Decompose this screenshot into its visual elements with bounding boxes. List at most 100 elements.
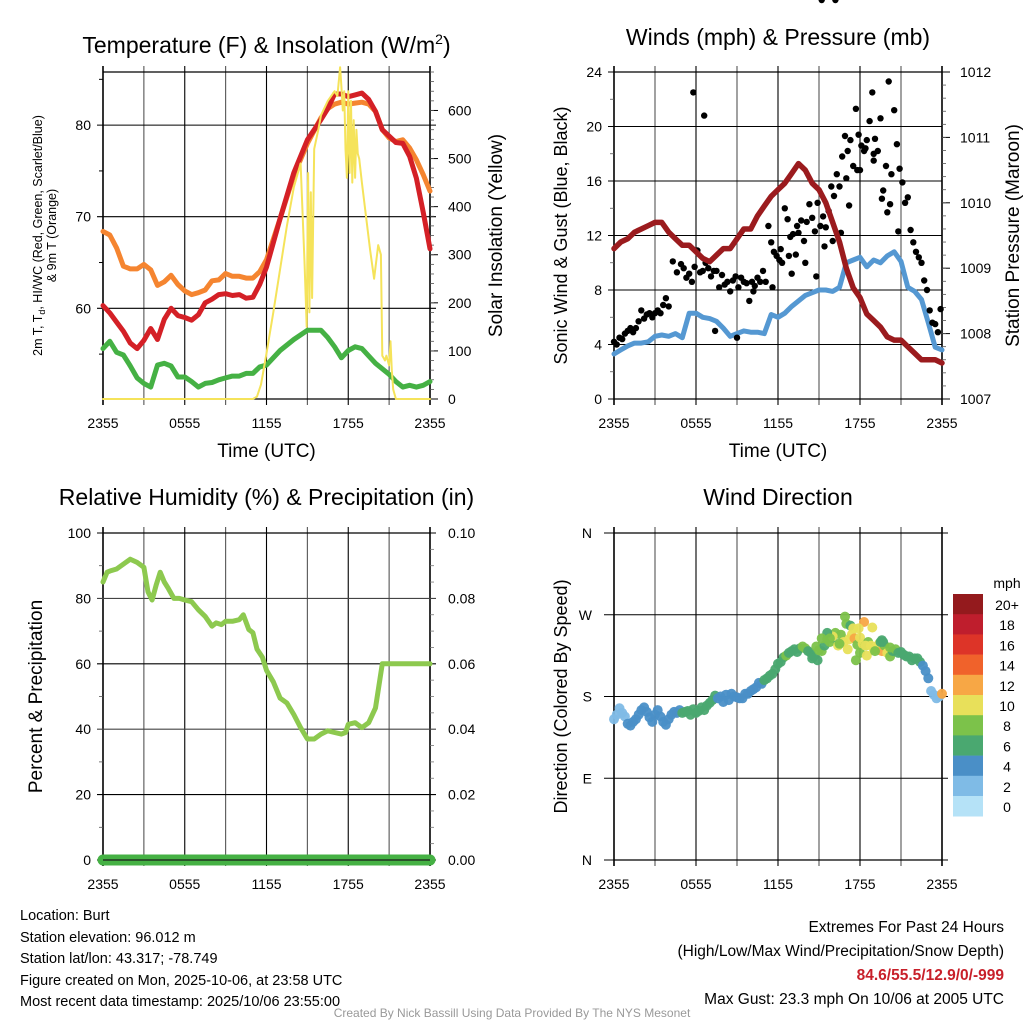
y-tick-label: E	[583, 770, 592, 786]
gust-point	[813, 273, 820, 280]
y-tick-label: 24	[586, 64, 602, 80]
y2-tick-label: 300	[448, 247, 472, 263]
gust-point	[878, 195, 886, 202]
timestamp-text: Most recent data timestamp: 2025/10/06 2…	[20, 994, 341, 1010]
gust-point	[777, 245, 784, 253]
gust-point	[691, 263, 698, 270]
gust-point	[759, 267, 767, 275]
y-tick-label: 20	[75, 787, 91, 803]
y2-tick-label: 100	[448, 343, 472, 359]
colorbar-label: 18	[999, 617, 1015, 633]
gust-point	[802, 259, 809, 266]
series-sonic-wind	[611, 249, 945, 357]
gust-point	[727, 288, 734, 295]
y-tick-label: 4	[594, 337, 602, 353]
gust-point	[893, 141, 901, 148]
gust-point	[814, 199, 821, 206]
gust-point	[657, 310, 664, 317]
direction-point	[937, 688, 947, 699]
gust-point	[852, 105, 860, 113]
gust-point	[751, 282, 758, 290]
gust-point	[762, 278, 769, 285]
gust-point	[735, 284, 742, 291]
gust-point	[870, 157, 877, 164]
colorbar-cell	[953, 654, 983, 676]
gust-point	[635, 318, 642, 325]
colorbar-cell	[953, 775, 983, 797]
gust-point	[778, 259, 786, 266]
credit-text: Created By Nick Bassill Using Data Provi…	[333, 1006, 691, 1020]
x-tick-label: 2355	[87, 415, 118, 431]
series-solar-insolation	[102, 66, 431, 400]
y2-tick-label: 0.02	[448, 787, 475, 803]
y2-tick-label: 1007	[960, 391, 991, 407]
direction-point	[876, 635, 887, 646]
station-info: Location: Burt Station elevation: 96.012…	[20, 906, 342, 1014]
y-tick-label: 0	[83, 852, 91, 868]
gust-point	[821, 243, 828, 250]
gust-point	[863, 136, 870, 144]
colorbar-cell	[953, 674, 983, 696]
gust-point	[912, 248, 920, 255]
direction-point	[850, 655, 861, 666]
gust-point	[788, 270, 795, 277]
colorbar-label: 16	[999, 637, 1015, 653]
extremes-title: Extremes For Past 24 Hours	[808, 919, 1004, 936]
gust-point	[907, 226, 914, 234]
gust-point	[839, 153, 846, 160]
x-tick-label: 1755	[333, 876, 364, 892]
x-tick-label: 1155	[763, 876, 793, 892]
x-tick-label: 2355	[414, 876, 445, 892]
gust-point	[800, 237, 808, 245]
y-tick-label: N	[582, 525, 592, 541]
x-tick-label: 1155	[763, 415, 793, 431]
y2-tick-label: 400	[448, 199, 472, 215]
gust-point	[716, 284, 723, 291]
gust-point	[822, 224, 829, 231]
colorbar-cell	[953, 755, 983, 777]
extremes-info: Extremes For Past 24 Hours (High/Low/Max…	[678, 916, 1005, 1012]
direction-point	[923, 673, 934, 684]
gust-point	[832, 0, 839, 4]
gust-point	[870, 150, 877, 157]
gust-point	[792, 251, 799, 258]
gust-point	[841, 132, 849, 140]
gust-point	[713, 267, 720, 275]
gust-point	[934, 329, 942, 336]
gust-point	[862, 145, 869, 152]
x-axis-label: Time (UTC)	[729, 441, 828, 462]
direction-point	[860, 640, 871, 651]
extremes-subtitle: (High/Low/Max Wind/Precipitation/Snow De…	[677, 943, 1005, 960]
extremes-values: 84.6/55.5/12.9/0/-999	[856, 967, 1004, 984]
x-tick-label: 1755	[844, 415, 875, 431]
gust-point	[811, 228, 819, 235]
y-tick-label: 20	[586, 119, 602, 135]
gust-point	[901, 199, 909, 206]
y-tick-label: 12	[586, 228, 602, 244]
gust-point	[750, 288, 757, 295]
gust-point	[665, 303, 672, 310]
y2-tick-label: 1011	[960, 129, 990, 145]
gust-point	[915, 254, 922, 261]
colorbar-cell	[953, 796, 983, 817]
x-tick-label: 0555	[680, 876, 711, 892]
y-tick-label: 0	[594, 391, 602, 407]
gust-point	[926, 307, 933, 314]
gust-point	[886, 201, 894, 208]
gust-point	[829, 237, 836, 245]
colorbar-label: 0	[1003, 799, 1011, 815]
chart-title: Winds (mph) & Pressure (mb)	[626, 24, 930, 50]
gust-point	[910, 239, 917, 246]
y2-tick-label: 1008	[960, 326, 991, 342]
gust-point	[904, 194, 911, 201]
gust-point	[798, 217, 805, 224]
gust-point	[795, 229, 802, 236]
y-tick-label: 60	[75, 656, 91, 672]
x-axis-label: Time (UTC)	[217, 441, 316, 462]
gust-point	[711, 327, 719, 335]
created-text: Figure created on Mon, 2025-10-06, at 23…	[20, 972, 343, 989]
y-tick-label: N	[582, 852, 592, 868]
gust-point	[680, 265, 687, 272]
gust-point	[819, 213, 827, 220]
